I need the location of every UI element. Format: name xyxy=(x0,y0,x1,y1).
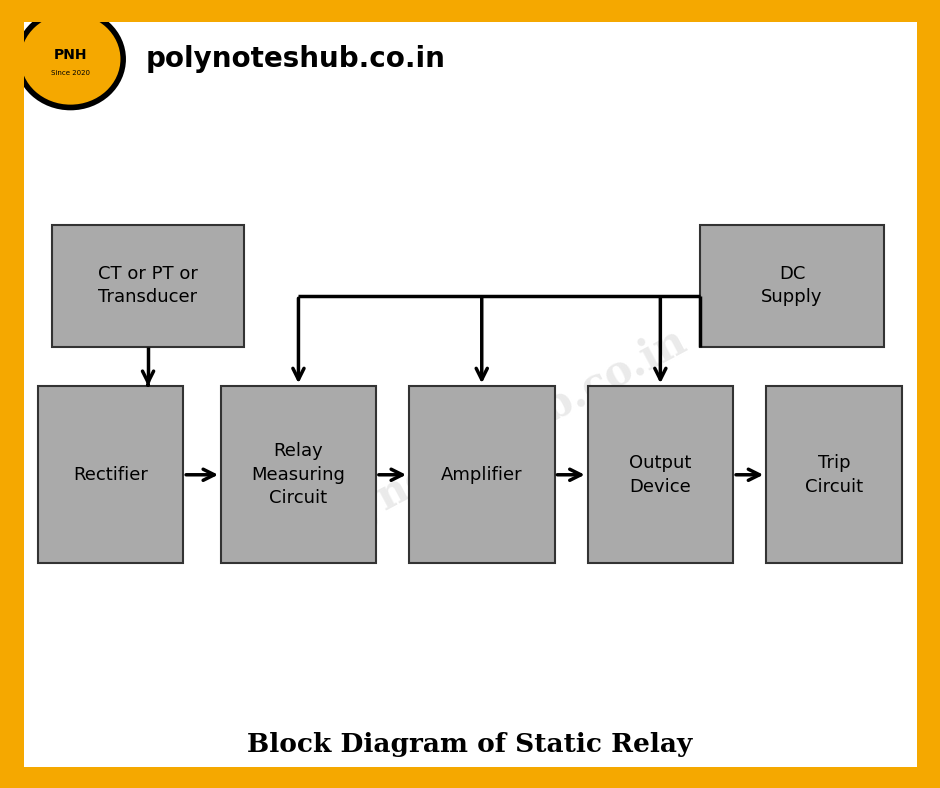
FancyBboxPatch shape xyxy=(766,386,902,563)
Text: Relay
Measuring
Circuit: Relay Measuring Circuit xyxy=(252,442,345,507)
Text: DC
Supply: DC Supply xyxy=(761,265,822,307)
Text: Rectifier: Rectifier xyxy=(73,466,148,484)
FancyBboxPatch shape xyxy=(52,225,244,347)
Text: Trip
Circuit: Trip Circuit xyxy=(806,454,863,496)
Ellipse shape xyxy=(15,8,126,110)
Text: Output
Device: Output Device xyxy=(629,454,692,496)
Text: CT or PT or
Transducer: CT or PT or Transducer xyxy=(98,265,198,307)
FancyBboxPatch shape xyxy=(38,386,183,563)
Text: Since 2020: Since 2020 xyxy=(51,70,90,76)
Text: Block Diagram of Static Relay: Block Diagram of Static Relay xyxy=(247,732,693,757)
FancyBboxPatch shape xyxy=(221,386,376,563)
FancyBboxPatch shape xyxy=(588,386,733,563)
FancyBboxPatch shape xyxy=(409,386,555,563)
Text: polynoteshub.co.in: polynoteshub.co.in xyxy=(146,45,446,73)
FancyBboxPatch shape xyxy=(700,225,884,347)
Text: polynoteshub.co.in: polynoteshub.co.in xyxy=(284,319,694,563)
Text: Amplifier: Amplifier xyxy=(441,466,523,484)
Text: PNH: PNH xyxy=(54,48,87,62)
Ellipse shape xyxy=(19,12,122,106)
